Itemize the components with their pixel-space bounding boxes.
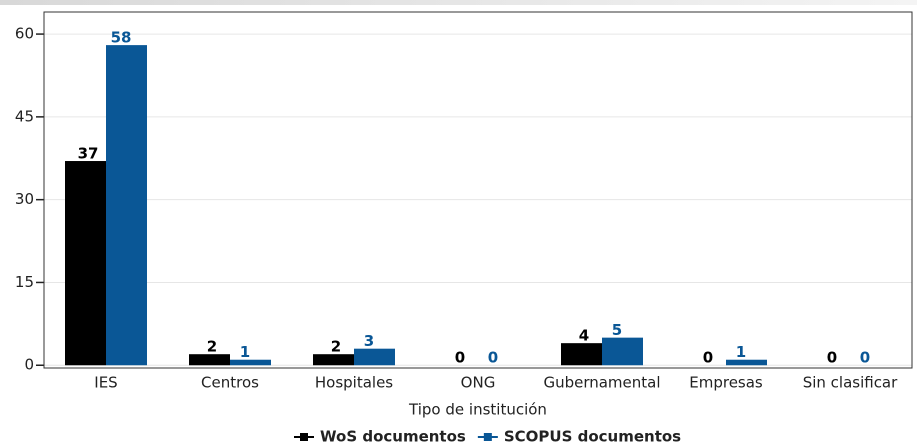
- value-label: 0: [455, 349, 465, 367]
- bar: [561, 343, 602, 366]
- plot-frame: [43, 11, 913, 369]
- x-tick-label: ONG: [461, 374, 496, 392]
- bar: [65, 161, 106, 366]
- x-tick-label: Centros: [201, 374, 259, 392]
- bar: [230, 359, 271, 366]
- x-axis-title: Tipo de institución: [408, 401, 547, 419]
- value-label: 1: [736, 343, 746, 361]
- bar: [602, 337, 643, 366]
- value-label: 0: [860, 349, 870, 367]
- x-tick-label: Gubernamental: [543, 374, 660, 392]
- value-label: 37: [78, 145, 99, 163]
- value-label: 1: [240, 343, 250, 361]
- value-label: 5: [612, 321, 622, 339]
- top-strip: [0, 0, 917, 5]
- x-tick-label: Hospitales: [315, 374, 393, 392]
- legend-label: WoS documentos: [320, 428, 466, 446]
- value-label: 58: [111, 29, 132, 47]
- bar: [189, 354, 230, 366]
- value-label: 0: [488, 349, 498, 367]
- y-tick-label: 15: [15, 273, 34, 291]
- x-tick-label: Empresas: [689, 374, 763, 392]
- y-tick-label: 30: [15, 190, 34, 208]
- y-tick-label: 0: [24, 356, 34, 374]
- x-tick-label: IES: [94, 374, 117, 392]
- y-tick-label: 60: [15, 25, 34, 43]
- value-label: 4: [579, 327, 589, 345]
- x-tick-label: Sin clasificar: [803, 374, 898, 392]
- legend-marker: [300, 433, 308, 441]
- legend-marker: [483, 433, 492, 441]
- value-label: 3: [364, 332, 374, 350]
- bar: [354, 348, 395, 366]
- value-label: 2: [331, 338, 341, 356]
- bar: [106, 45, 147, 366]
- y-tick-label: 45: [15, 107, 34, 125]
- bar: [313, 354, 354, 366]
- value-label: 2: [207, 338, 217, 356]
- value-label: 0: [703, 349, 713, 367]
- legend-label: SCOPUS documentos: [504, 428, 681, 446]
- value-label: 0: [827, 349, 837, 367]
- bar: [726, 359, 767, 366]
